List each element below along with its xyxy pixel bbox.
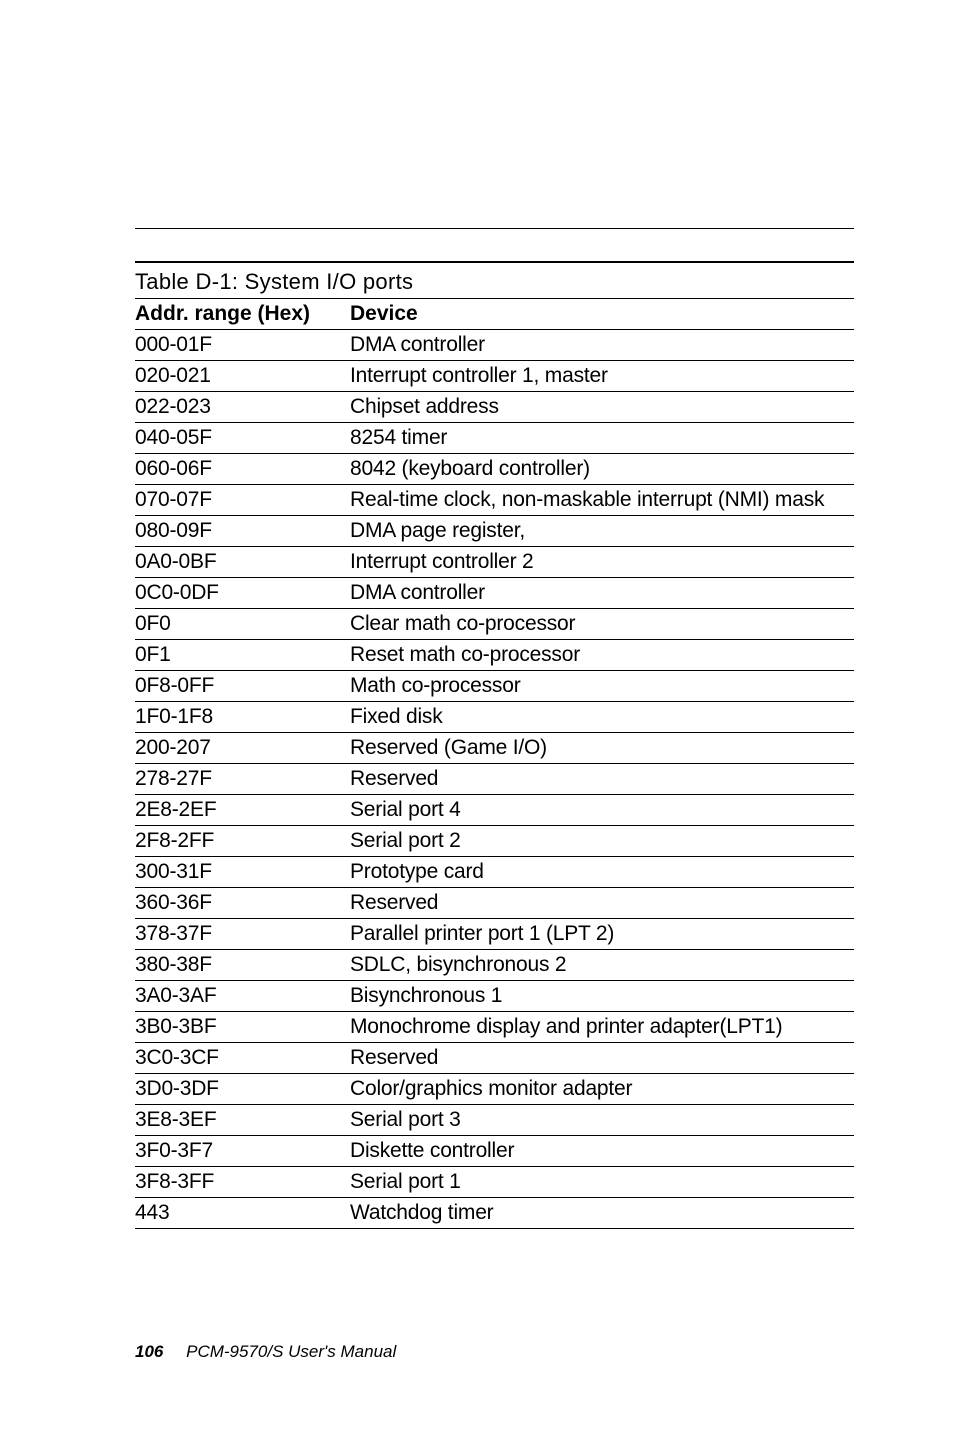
addr-cell: 000-01F [135, 330, 350, 361]
table-row: 3F8-3FFSerial port 1 [135, 1167, 854, 1198]
page-number: 106 [135, 1342, 163, 1361]
device-cell: Math co-processor [350, 671, 854, 702]
device-cell: Diskette controller [350, 1136, 854, 1167]
device-cell: Interrupt controller 2 [350, 547, 854, 578]
addr-cell: 0A0-0BF [135, 547, 350, 578]
table-body: 000-01FDMA controller 020-021Interrupt c… [135, 330, 854, 1229]
addr-cell: 443 [135, 1198, 350, 1229]
table-row: 000-01FDMA controller [135, 330, 854, 361]
addr-cell: 3B0-3BF [135, 1012, 350, 1043]
table-header-row: Addr. range (Hex) Device [135, 299, 854, 330]
addr-cell: 3E8-3EF [135, 1105, 350, 1136]
addr-cell: 022-023 [135, 392, 350, 423]
table-row: 0F0Clear math co-processor [135, 609, 854, 640]
table-row: 060-06F8042 (keyboard controller) [135, 454, 854, 485]
table-row: 020-021Interrupt controller 1, master [135, 361, 854, 392]
addr-cell: 2E8-2EF [135, 795, 350, 826]
device-cell: 8254 timer [350, 423, 854, 454]
table-row: 2F8-2FFSerial port 2 [135, 826, 854, 857]
addr-cell: 380-38F [135, 950, 350, 981]
addr-cell: 040-05F [135, 423, 350, 454]
table-title-top-rule [135, 261, 854, 263]
addr-cell: 378-37F [135, 919, 350, 950]
device-cell: Serial port 1 [350, 1167, 854, 1198]
footer-text: PCM-9570/S User's Manual [186, 1342, 396, 1361]
device-cell: DMA controller [350, 578, 854, 609]
table-row: 080-09FDMA page register, [135, 516, 854, 547]
table-row: 2E8-2EFSerial port 4 [135, 795, 854, 826]
device-cell: Bisynchronous 1 [350, 981, 854, 1012]
table-title: Table D-1: System I/O ports [135, 267, 854, 298]
addr-cell: 1F0-1F8 [135, 702, 350, 733]
device-cell: Serial port 2 [350, 826, 854, 857]
addr-cell: 3F0-3F7 [135, 1136, 350, 1167]
addr-cell: 3C0-3CF [135, 1043, 350, 1074]
table-row: 360-36FReserved [135, 888, 854, 919]
device-cell: Monochrome display and printer adapter(L… [350, 1012, 854, 1043]
table-row: 3A0-3AFBisynchronous 1 [135, 981, 854, 1012]
device-cell: Color/graphics monitor adapter [350, 1074, 854, 1105]
device-cell: DMA page register, [350, 516, 854, 547]
table-row: 0F1Reset math co-processor [135, 640, 854, 671]
device-cell: Reserved (Game I/O) [350, 733, 854, 764]
table-row: 278-27FReserved [135, 764, 854, 795]
addr-cell: 020-021 [135, 361, 350, 392]
addr-cell: 0C0-0DF [135, 578, 350, 609]
table-row: 0A0-0BFInterrupt controller 2 [135, 547, 854, 578]
addr-cell: 360-36F [135, 888, 350, 919]
table-row: 378-37FParallel printer port 1 (LPT 2) [135, 919, 854, 950]
table-row: 0C0-0DFDMA controller [135, 578, 854, 609]
addr-cell: 070-07F [135, 485, 350, 516]
addr-cell: 3D0-3DF [135, 1074, 350, 1105]
device-cell: DMA controller [350, 330, 854, 361]
addr-cell: 3F8-3FF [135, 1167, 350, 1198]
table-row: 022-023Chipset address [135, 392, 854, 423]
device-cell: Clear math co-processor [350, 609, 854, 640]
column-header-device: Device [350, 299, 854, 330]
table-row: 380-38FSDLC, bisynchronous 2 [135, 950, 854, 981]
addr-cell: 2F8-2FF [135, 826, 350, 857]
table-row: 3B0-3BFMonochrome display and printer ad… [135, 1012, 854, 1043]
addr-cell: 300-31F [135, 857, 350, 888]
addr-cell: 278-27F [135, 764, 350, 795]
table-row: 040-05F8254 timer [135, 423, 854, 454]
addr-cell: 3A0-3AF [135, 981, 350, 1012]
addr-cell: 0F0 [135, 609, 350, 640]
table-row: 1F0-1F8Fixed disk [135, 702, 854, 733]
device-cell: Reserved [350, 888, 854, 919]
addr-cell: 0F8-0FF [135, 671, 350, 702]
device-cell: Serial port 3 [350, 1105, 854, 1136]
table-row: 300-31FPrototype card [135, 857, 854, 888]
page-footer: 106 PCM-9570/S User's Manual [135, 1342, 396, 1362]
device-cell: Parallel printer port 1 (LPT 2) [350, 919, 854, 950]
table-row: 0F8-0FFMath co-processor [135, 671, 854, 702]
table-row: 3D0-3DFColor/graphics monitor adapter [135, 1074, 854, 1105]
device-cell: 8042 (keyboard controller) [350, 454, 854, 485]
device-cell: Prototype card [350, 857, 854, 888]
table-row: 3C0-3CFReserved [135, 1043, 854, 1074]
device-cell: Chipset address [350, 392, 854, 423]
device-cell: Reset math co-processor [350, 640, 854, 671]
table-row: 200-207Reserved (Game I/O) [135, 733, 854, 764]
top-rule [135, 228, 854, 229]
addr-cell: 060-06F [135, 454, 350, 485]
device-cell: SDLC, bisynchronous 2 [350, 950, 854, 981]
table-row: 443Watchdog timer [135, 1198, 854, 1229]
table-row: 3E8-3EFSerial port 3 [135, 1105, 854, 1136]
table-row: 070-07FReal-time clock, non-maskable int… [135, 485, 854, 516]
device-cell: Serial port 4 [350, 795, 854, 826]
io-ports-table: Addr. range (Hex) Device 000-01FDMA cont… [135, 299, 854, 1229]
addr-cell: 0F1 [135, 640, 350, 671]
document-page: Table D-1: System I/O ports Addr. range … [0, 0, 954, 1430]
device-cell: Reserved [350, 764, 854, 795]
device-cell: Real-time clock, non-maskable interrupt … [350, 485, 854, 516]
device-cell: Reserved [350, 1043, 854, 1074]
device-cell: Fixed disk [350, 702, 854, 733]
column-header-addr: Addr. range (Hex) [135, 299, 350, 330]
addr-cell: 200-207 [135, 733, 350, 764]
device-cell: Watchdog timer [350, 1198, 854, 1229]
addr-cell: 080-09F [135, 516, 350, 547]
table-row: 3F0-3F7Diskette controller [135, 1136, 854, 1167]
device-cell: Interrupt controller 1, master [350, 361, 854, 392]
